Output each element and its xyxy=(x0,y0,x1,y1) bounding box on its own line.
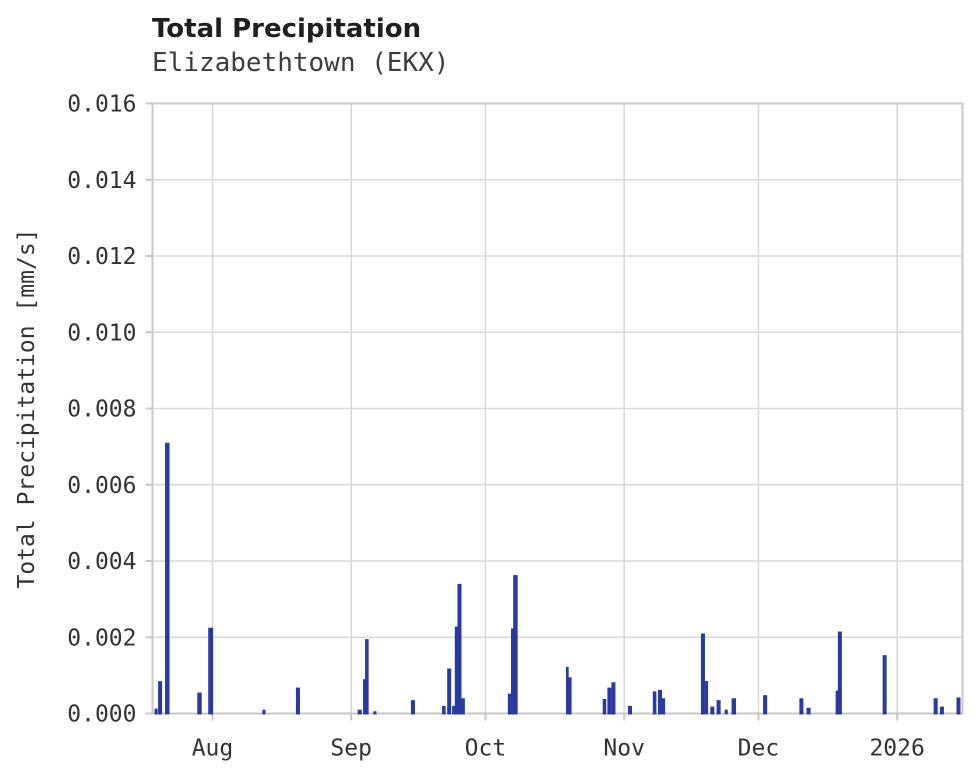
precip-spike xyxy=(461,698,465,715)
precip-spike xyxy=(363,679,367,715)
precip-spike xyxy=(933,698,938,715)
precip-spike xyxy=(208,627,214,715)
precip-spike xyxy=(837,631,842,715)
y-tick-label: 0.014 xyxy=(67,168,136,194)
precip-spike xyxy=(704,681,709,715)
x-tick-labels: Aug Sep Oct Nov Dec 2026 xyxy=(192,736,925,762)
x-tick-label: Oct xyxy=(465,736,507,762)
precip-spike xyxy=(454,626,458,715)
precip-spike xyxy=(154,708,158,715)
precip-spike xyxy=(410,700,415,715)
precip-spike xyxy=(566,666,569,715)
precip-spike xyxy=(799,698,804,715)
precip-spike xyxy=(716,700,721,715)
x-tick-label: 2026 xyxy=(869,736,924,762)
precip-spike xyxy=(724,709,728,715)
precip-spike xyxy=(373,711,377,715)
precip-spike xyxy=(197,692,202,715)
precip-spike xyxy=(262,709,266,715)
x-tick-label: Dec xyxy=(738,736,780,762)
precip-spike xyxy=(365,639,369,715)
precip-spike xyxy=(627,705,633,715)
x-tick-label: Nov xyxy=(603,736,645,762)
chart-subtitle: Elizabethtown (EKX) xyxy=(152,48,450,78)
y-tick-label: 0.002 xyxy=(67,625,136,651)
precip-spike xyxy=(806,707,811,715)
tick-marks xyxy=(145,102,899,721)
precip-spike xyxy=(165,442,170,715)
precip-spike xyxy=(357,709,362,715)
chart-title: Total Precipitation xyxy=(152,14,422,44)
precip-spike xyxy=(956,697,961,715)
precip-spike xyxy=(657,689,662,715)
precip-spike xyxy=(835,690,839,715)
precip-spike xyxy=(507,693,512,715)
precip-spike xyxy=(513,575,518,715)
precip-spike xyxy=(158,681,163,715)
precip-spike xyxy=(295,687,300,715)
gridlines xyxy=(152,103,963,714)
precip-spike xyxy=(611,682,616,715)
precip-spike xyxy=(882,655,887,715)
precip-spike xyxy=(607,687,612,715)
precipitation-bars xyxy=(154,442,961,715)
precip-spike xyxy=(447,668,452,715)
precip-spike xyxy=(710,706,715,715)
y-tick-label: 0.004 xyxy=(67,549,136,575)
precip-spike xyxy=(763,695,768,715)
x-tick-label: Aug xyxy=(192,736,234,762)
precip-spike xyxy=(700,633,705,715)
precip-spike xyxy=(452,705,456,715)
y-tick-labels: 0.000 0.002 0.004 0.006 0.008 0.010 0.012 0.014… xyxy=(67,92,136,728)
precip-spike xyxy=(510,628,514,715)
y-tick-label: 0.000 xyxy=(67,702,136,728)
precip-spike xyxy=(731,698,737,715)
precip-spike xyxy=(939,706,944,715)
y-axis-label: Total Precipitation [mm/s] xyxy=(14,228,40,588)
precip-spike xyxy=(457,583,462,715)
precip-spike xyxy=(568,677,572,715)
precip-spike xyxy=(652,691,657,715)
precip-spike xyxy=(602,699,607,715)
y-tick-label: 0.008 xyxy=(67,397,136,423)
y-tick-label: 0.006 xyxy=(67,473,136,499)
x-tick-label: Sep xyxy=(330,736,372,762)
y-tick-label: 0.016 xyxy=(67,92,136,118)
y-tick-label: 0.012 xyxy=(67,244,136,270)
y-tick-label: 0.010 xyxy=(67,320,136,346)
precip-spike xyxy=(442,705,446,715)
precip-spike xyxy=(661,698,666,715)
